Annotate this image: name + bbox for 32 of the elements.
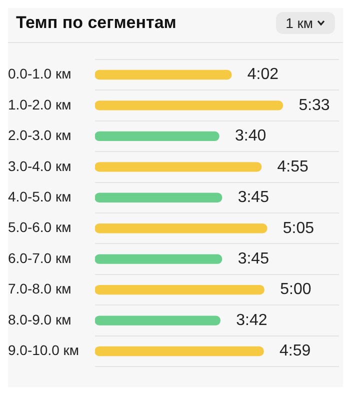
bar (95, 192, 222, 202)
bar (95, 316, 220, 326)
y-tick-label: 7.0-8.0 км (8, 280, 72, 297)
data-label: 3:42 (236, 312, 268, 329)
bar (95, 284, 264, 295)
data-label: 3:45 (238, 189, 270, 206)
bar (95, 254, 222, 264)
y-tick-label: 8.0-9.0 км (8, 311, 72, 328)
data-label: 5:00 (280, 281, 312, 298)
data-label: 4:55 (277, 158, 309, 176)
y-tick-label: 6.0-7.0 км (8, 250, 72, 266)
data-label: 5:33 (298, 96, 330, 114)
text: 1 км (286, 15, 313, 31)
chart-title: Темп по сегментам (16, 13, 176, 33)
bar (95, 131, 220, 142)
data-label: 3:40 (235, 128, 266, 145)
y-tick-label: 9.0-10.0 км (8, 342, 80, 358)
bar (95, 100, 284, 110)
y-tick-label: 2.0-3.0 км (8, 127, 72, 144)
bar (95, 162, 262, 172)
data-label: 4:02 (247, 66, 279, 84)
bar (95, 346, 264, 356)
data-label: 4:59 (280, 342, 311, 360)
y-tick-label: 5.0-6.0 км (8, 219, 72, 236)
y-tick-label: 4.0-5.0 км (8, 188, 72, 204)
bar (95, 224, 268, 234)
bar (95, 70, 232, 80)
y-tick-label: 0.0-1.0 км (8, 66, 72, 82)
y-tick-label: 3.0-4.0 км (8, 158, 72, 174)
data-label: 5:05 (282, 220, 314, 237)
data-label: 3:45 (238, 250, 270, 268)
y-tick-label: 1.0-2.0 км (8, 96, 72, 112)
